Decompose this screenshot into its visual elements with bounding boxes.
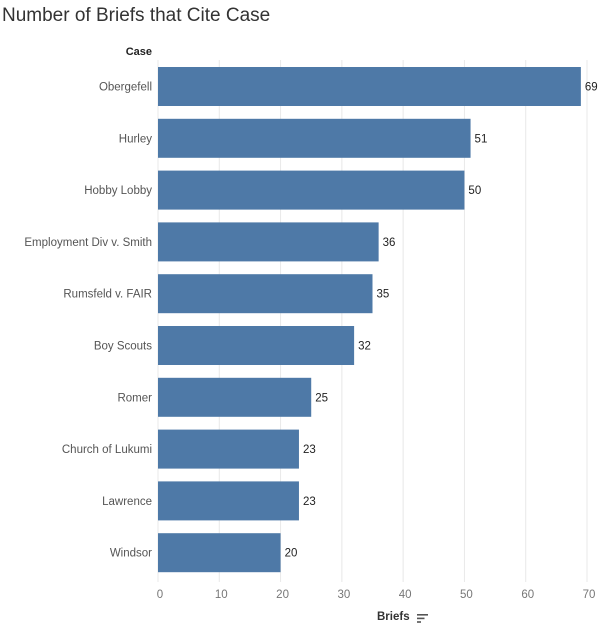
x-tick-label: 40 bbox=[399, 589, 412, 601]
value-labels: 69 51 50 36 35 32 25 23 23 20 bbox=[285, 82, 598, 560]
bar[interactable] bbox=[158, 118, 471, 158]
value-label: 20 bbox=[285, 548, 298, 560]
value-label: 23 bbox=[303, 496, 316, 508]
x-tick-label: 30 bbox=[337, 589, 350, 601]
bar[interactable] bbox=[158, 222, 379, 262]
value-label: 23 bbox=[303, 444, 316, 456]
category-label: Hobby Lobby bbox=[84, 185, 152, 197]
value-label: 69 bbox=[585, 82, 598, 94]
x-tick-label: 60 bbox=[521, 589, 534, 601]
value-label: 36 bbox=[383, 237, 396, 249]
x-tick-label: 20 bbox=[276, 589, 289, 601]
category-label: Boy Scouts bbox=[94, 341, 152, 353]
bar[interactable] bbox=[158, 326, 355, 365]
bar[interactable] bbox=[158, 377, 312, 417]
x-tick-label: 10 bbox=[215, 589, 228, 601]
bar[interactable] bbox=[158, 170, 465, 210]
category-label: Employment Div v. Smith bbox=[24, 237, 152, 249]
value-label: 32 bbox=[358, 341, 371, 353]
category-label: Romer bbox=[117, 392, 152, 404]
x-tick-label: 0 bbox=[157, 589, 163, 601]
category-label: Rumsfeld v. FAIR bbox=[63, 289, 152, 301]
chart-title: Number of Briefs that Cite Case bbox=[2, 5, 271, 26]
row-header: Case bbox=[125, 46, 152, 58]
bar[interactable] bbox=[158, 429, 299, 469]
category-label: Church of Lukumi bbox=[62, 444, 152, 456]
category-label: Windsor bbox=[110, 548, 152, 560]
sort-descending-icon[interactable] bbox=[417, 614, 428, 623]
bar[interactable] bbox=[158, 67, 581, 106]
bar[interactable] bbox=[158, 274, 373, 314]
value-label: 35 bbox=[377, 289, 390, 301]
value-label: 50 bbox=[468, 185, 481, 197]
value-label: 51 bbox=[475, 133, 488, 145]
category-label: Lawrence bbox=[102, 496, 152, 508]
x-tick-label: 70 bbox=[583, 589, 596, 601]
bar[interactable] bbox=[158, 481, 299, 521]
bars bbox=[158, 67, 581, 573]
x-axis-title: Briefs bbox=[377, 611, 410, 623]
category-label: Obergefell bbox=[99, 82, 152, 94]
bar[interactable] bbox=[158, 533, 281, 573]
x-axis-ticks: 0 10 20 30 40 50 60 70 bbox=[157, 589, 596, 601]
category-labels: Obergefell Hurley Hobby Lobby Employment Di… bbox=[24, 82, 152, 560]
category-label: Hurley bbox=[119, 133, 152, 145]
value-label: 25 bbox=[315, 392, 328, 404]
x-tick-label: 50 bbox=[460, 589, 473, 601]
